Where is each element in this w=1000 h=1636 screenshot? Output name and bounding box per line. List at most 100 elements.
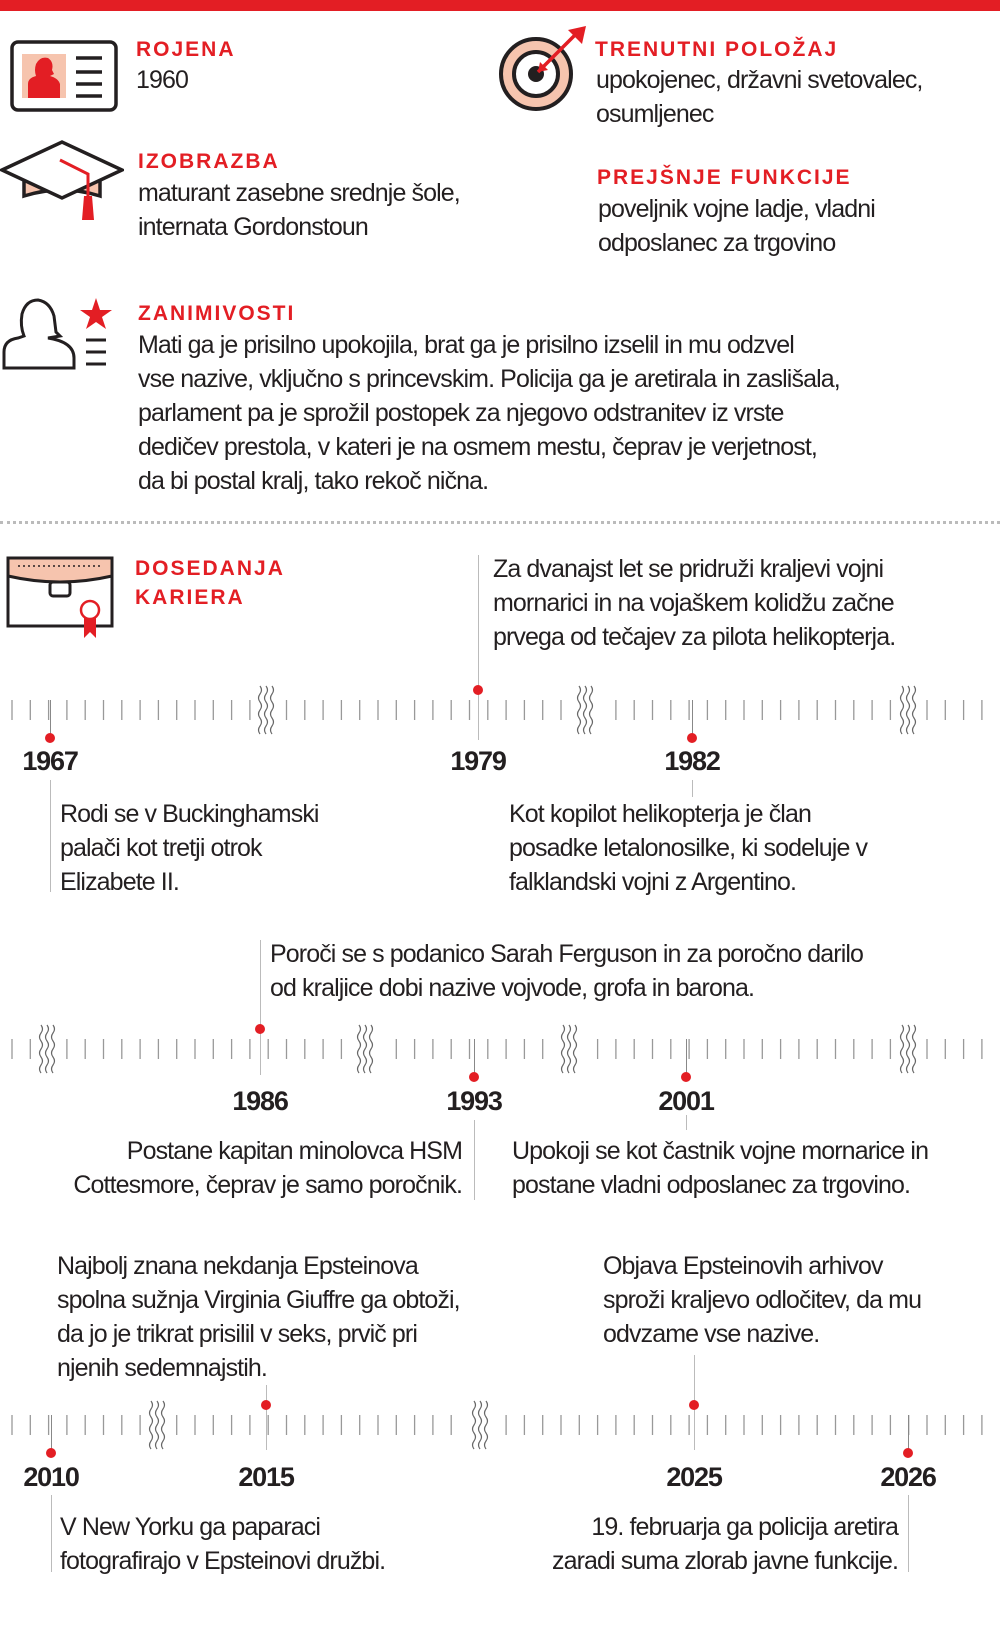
event-connector-line	[692, 780, 693, 800]
event-dot	[469, 1072, 479, 1082]
career-label: DOSEDANJA KARIERA	[135, 554, 285, 612]
text-line: odvzame vse nazive.	[603, 1320, 820, 1348]
axis-break-squiggle	[899, 1024, 917, 1074]
born-value: 1960	[136, 66, 189, 94]
event-year: 2025	[666, 1462, 722, 1492]
axis-break-squiggle	[38, 1024, 56, 1074]
event-connector-line	[50, 780, 51, 892]
text-line: Upokoji se kot častnik vojne mornarice i…	[512, 1137, 929, 1165]
text-line: Cottesmore, čeprav je samo poročnik.	[73, 1171, 463, 1199]
event-stem	[474, 1039, 475, 1077]
text-line: Kot kopilot helikopterja je član	[509, 800, 812, 828]
trivia-label: ZANIMIVOSTI	[138, 302, 296, 325]
event-dot	[687, 733, 697, 743]
event-connector-line	[686, 1115, 687, 1130]
event-year: 1986	[232, 1086, 288, 1116]
axis-break-squiggle	[899, 685, 917, 735]
event-year: 1982	[664, 746, 720, 776]
event-dot	[473, 685, 483, 695]
text-line: spolna sužnja Virginia Giuffre ga obtoži…	[57, 1286, 461, 1314]
text-line: postane vladni odposlanec za trgovino.	[512, 1171, 911, 1199]
id-card-icon	[10, 40, 118, 112]
text-line: Postane kapitan minolovca HSM	[126, 1137, 463, 1165]
event-dot	[681, 1072, 691, 1082]
event-connector-line	[908, 1495, 909, 1572]
event-connector-line	[266, 1385, 267, 1450]
event-description: Postane kapitan minolovca HSM Cottesmore,…	[73, 1134, 463, 1202]
axis-break-squiggle	[560, 1024, 578, 1074]
person-star-icon	[2, 298, 112, 370]
text-line: Najbolj znana nekdanja Epsteinova	[57, 1252, 419, 1280]
position-label: TRENUTNI POLOŽAJ	[595, 38, 839, 61]
text-line: Za dvanajst let se pridruži kraljevi voj…	[493, 555, 884, 583]
text-line: internata Gordonstoun	[138, 213, 369, 241]
event-description: Za dvanajst let se pridruži kraljevi voj…	[493, 552, 896, 654]
text-line: od kraljice dobi nazive vojvode, grofa i…	[270, 974, 755, 1002]
trivia-text: Mati ga je prisilno upokojila, brat ga j…	[138, 328, 841, 498]
education-value: maturant zasebne srednje šole, internata…	[138, 176, 461, 244]
event-description: Objava Epsteinovih arhivov sproži kraljev…	[603, 1249, 922, 1351]
text-line: da jo je trikrat prisilil v seks, prvič …	[57, 1320, 418, 1348]
event-description: Poroči se s podanico Sarah Ferguson in z…	[270, 937, 864, 1005]
text-line: DOSEDANJA	[135, 557, 285, 580]
event-connector-line	[260, 940, 261, 1075]
event-connector-line	[51, 1495, 52, 1572]
previous-roles-label: PREJŠNJE FUNKCIJE	[597, 166, 852, 189]
event-year: 2010	[23, 1462, 79, 1492]
education-label: IZOBRAZBA	[138, 150, 280, 173]
event-year: 2001	[658, 1086, 714, 1116]
event-year: 1979	[450, 746, 506, 776]
text-line: Rodi se v Buckinghamski	[60, 800, 319, 828]
event-dot	[46, 1448, 56, 1458]
event-year: 1993	[446, 1086, 502, 1116]
section-divider	[0, 521, 1000, 524]
timeline-axis	[11, 1024, 983, 1074]
event-year: 2015	[238, 1462, 294, 1492]
event-stem	[908, 1415, 909, 1453]
axis-break-squiggle	[471, 1400, 489, 1450]
text-line: prvega od tečajev za pilota helikopterja…	[493, 623, 896, 651]
text-line: fotografirajo v Epsteinovi družbi.	[60, 1547, 386, 1575]
event-stem	[50, 700, 51, 738]
previous-roles-value: poveljnik vojne ladje, vladni odposlanec…	[598, 192, 876, 260]
event-stem	[686, 1039, 687, 1077]
event-year: 2026	[880, 1462, 936, 1492]
text-line: posadke letalonosilke, ki sodeluje v	[509, 834, 868, 862]
text-line: KARIERA	[135, 586, 245, 609]
text-line: falklandski vojni z Argentino.	[509, 868, 797, 896]
text-line: zaradi suma zlorab javne funkcije.	[552, 1547, 899, 1575]
event-connector-line	[478, 555, 479, 740]
text-line: sproži kraljevo odločitev, da mu	[603, 1286, 922, 1314]
text-line: vse nazive, vključno s princevskim. Poli…	[138, 365, 841, 393]
text-line: 19. februarja ga policija aretira	[591, 1513, 899, 1541]
event-description: Najbolj znana nekdanja Epsteinova spolna …	[57, 1249, 461, 1385]
text-line: Elizabete II.	[60, 868, 180, 896]
text-line: mornarici in na vojaškem kolidžu začne	[493, 589, 895, 617]
axis-break-squiggle	[356, 1024, 374, 1074]
event-description: Upokoji se kot častnik vojne mornarice i…	[512, 1134, 929, 1202]
text-line: Objava Epsteinovih arhivov	[603, 1252, 883, 1280]
event-stem	[51, 1415, 52, 1453]
text-line: Poroči se s podanico Sarah Ferguson in z…	[270, 940, 864, 968]
axis-break-squiggle	[257, 685, 275, 735]
text-line: parlament pa je sprožil postopek za njeg…	[138, 399, 784, 427]
text-line: palači kot tretji otrok	[60, 834, 263, 862]
briefcase-icon	[6, 556, 114, 638]
timeline-axis	[11, 685, 983, 735]
text-line: maturant zasebne srednje šole,	[138, 179, 461, 207]
text-line: dedičev prestola, v kateri je na osmem m…	[138, 433, 818, 461]
event-dot	[903, 1448, 913, 1458]
axis-break-squiggle	[148, 1400, 166, 1450]
target-icon	[499, 26, 586, 111]
text-line: poveljnik vojne ladje, vladni	[598, 195, 876, 223]
event-dot	[261, 1400, 271, 1410]
event-dot	[255, 1024, 265, 1034]
text-line: Mati ga je prisilno upokojila, brat ga j…	[138, 331, 795, 359]
axis-break-squiggle	[576, 685, 594, 735]
text-line: da bi postal kralj, tako rekoč nična.	[138, 467, 489, 495]
event-description: V New Yorku ga paparaci fotografirajo v E…	[60, 1510, 386, 1578]
text-line: V New Yorku ga paparaci	[60, 1513, 321, 1541]
event-dot	[689, 1400, 699, 1410]
text-line: njenih sedemnajstih.	[57, 1354, 268, 1382]
